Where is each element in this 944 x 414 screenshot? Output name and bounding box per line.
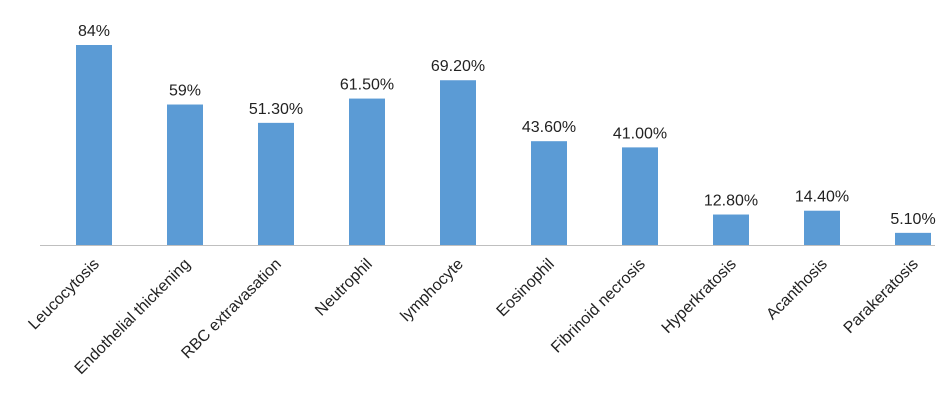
category-label-4: lymphocyte [398,256,467,325]
data-label-8: 14.40% [795,189,849,206]
category-label-2: RBC extravasation [178,256,284,362]
category-label-6: Fibrinoid necrosis [548,256,649,357]
category-label-5: Eosinophil [494,256,558,320]
data-label-1: 59% [169,83,201,100]
data-label-7: 12.80% [704,193,758,210]
category-label-0: Leucocytosis [25,256,102,333]
bar-1 [167,104,203,246]
bar-2 [258,122,294,245]
data-label-5: 43.60% [522,119,576,136]
bars-group [76,45,931,246]
bar-6 [622,147,658,245]
bar-0 [76,45,112,245]
bar-3 [349,98,385,245]
category-label-8: Acanthosis [763,256,830,323]
data-label-9: 5.10% [890,211,935,228]
category-label-7: Hyperkratosis [659,256,740,337]
data-label-0: 84% [78,23,110,40]
bar-5 [531,141,567,245]
data-labels-group: 84% 59% 51.30% 61.50% 69.20% 43.60% 41.00% 12.8… [78,23,936,228]
bar-9 [895,232,931,245]
data-label-2: 51.30% [249,101,303,118]
data-label-4: 69.20% [431,58,485,75]
category-label-9: Parakeratosis [841,256,922,337]
data-label-3: 61.50% [340,77,394,94]
data-label-6: 41.00% [613,125,667,142]
category-label-3: Neutrophil [312,256,376,320]
bar-8 [804,210,840,245]
bar-7 [713,214,749,245]
bar-4 [440,80,476,245]
